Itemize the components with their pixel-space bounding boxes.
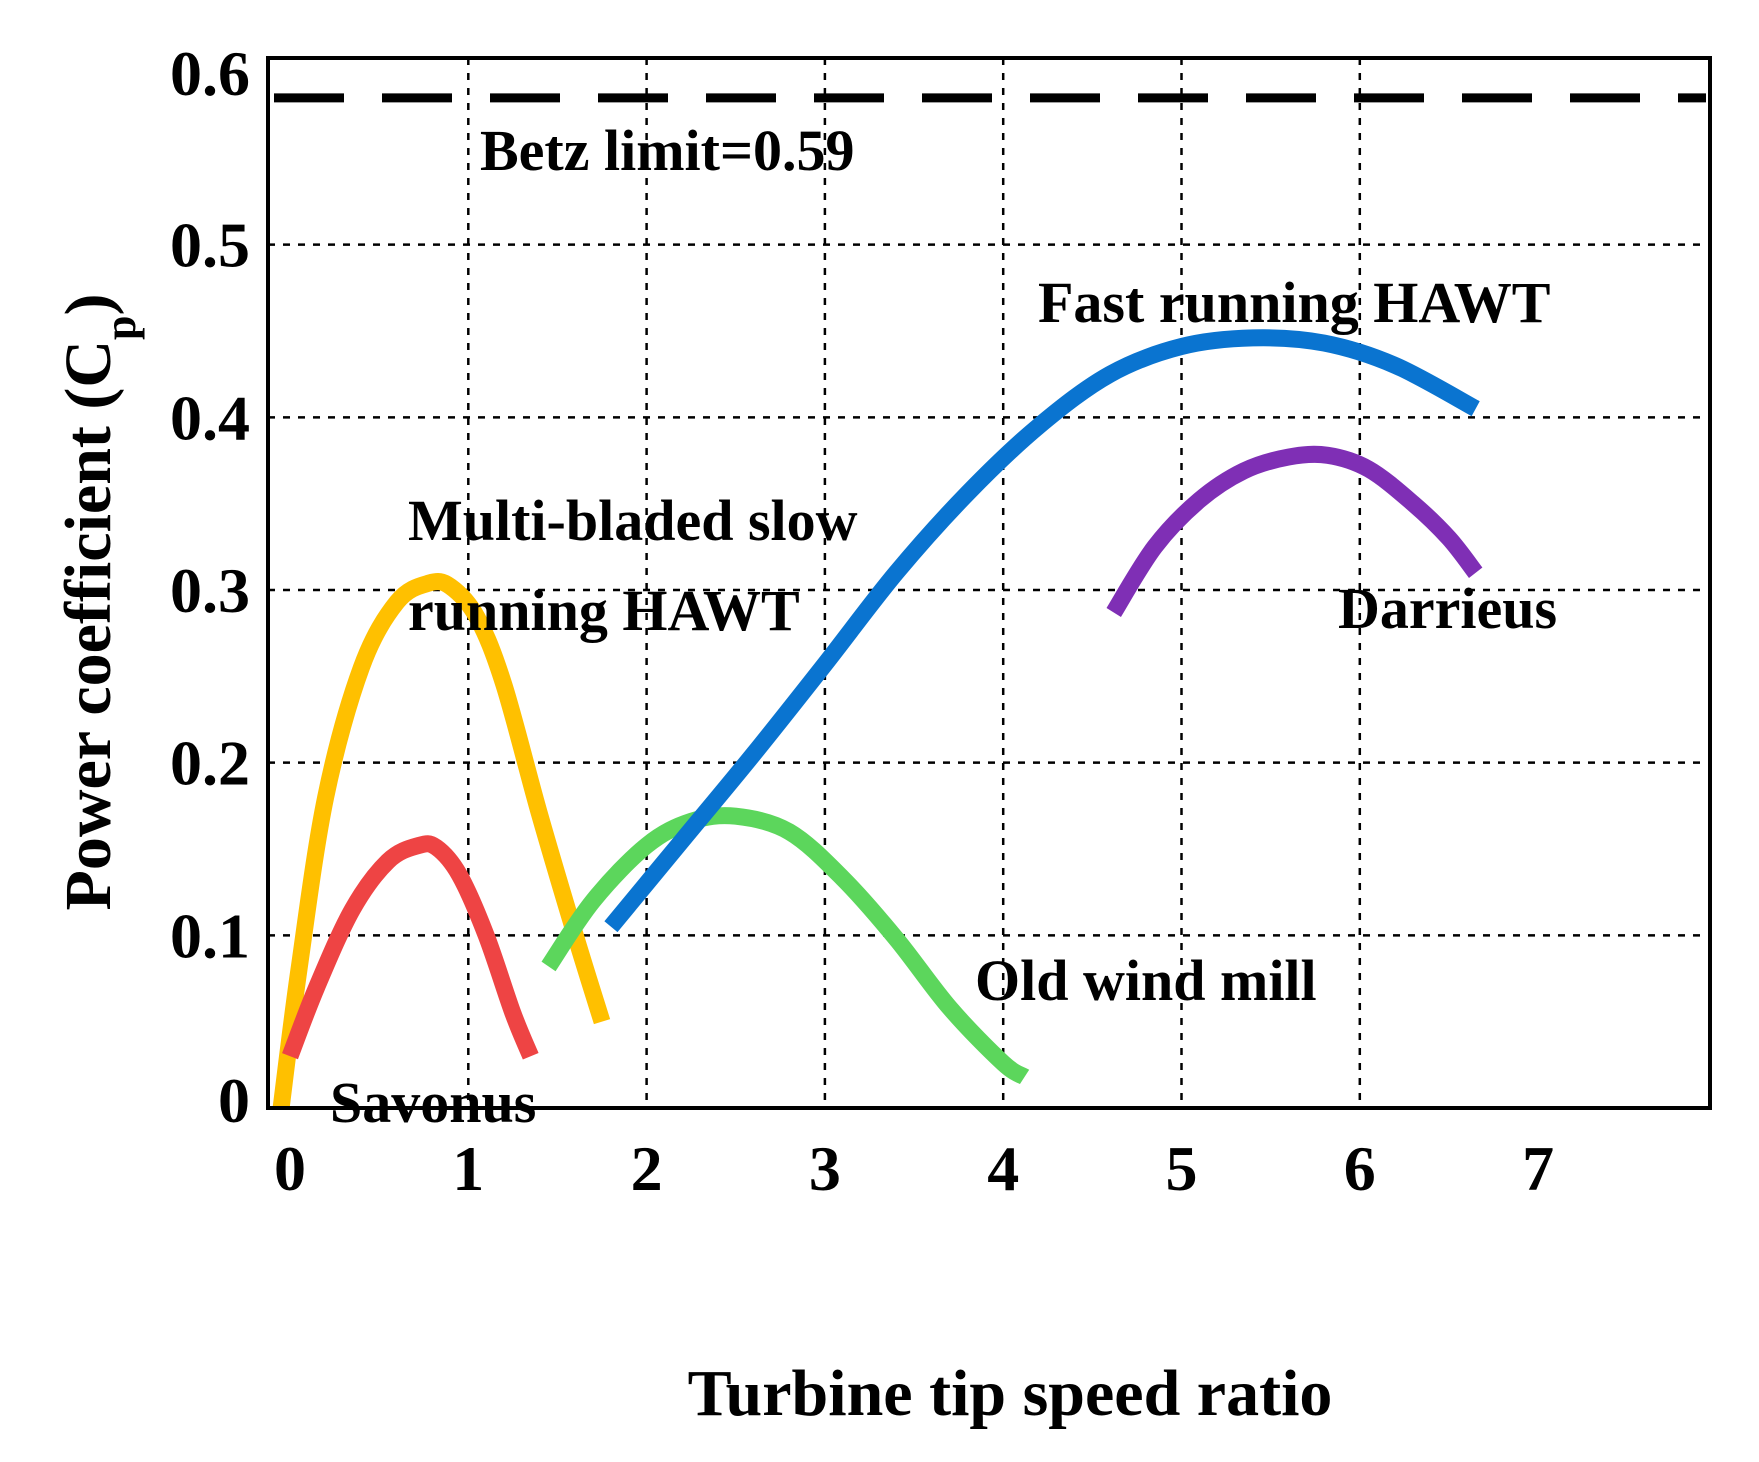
series-label-multi-bladed-slow-running-hawt: running HAWT [408, 578, 800, 643]
series-label-old-wind-mill: Old wind mill [975, 948, 1317, 1013]
y-tick-label: 0.6 [170, 38, 250, 109]
series-lines [272, 329, 1483, 1110]
series-label-savonus: Savonus [330, 1070, 536, 1135]
y-axis-label-close: ) [52, 294, 125, 316]
x-tick-label: 5 [1166, 1133, 1198, 1204]
x-tick-label: 6 [1344, 1133, 1376, 1204]
series-labels: Multi-bladed slow running HAWT Savonus Old … [330, 270, 1557, 1135]
plot-frame [266, 56, 1712, 1110]
betz-limit-label: Betz limit=0.59 [480, 118, 855, 183]
x-tick-label: 3 [809, 1133, 841, 1204]
y-tick-label: 0.2 [170, 728, 250, 799]
series-line-fast-running-hawt [604, 329, 1480, 933]
y-axis-label: Power coefficient (Cp) [52, 294, 145, 911]
x-tick-label: 4 [987, 1133, 1019, 1204]
series-label-multi-bladed-slow-running-hawt: Multi-bladed slow [408, 488, 858, 553]
y-tick-label: 0 [218, 1065, 250, 1136]
x-tick-label: 1 [452, 1133, 484, 1204]
y-tick-label: 0.1 [170, 900, 250, 971]
x-tick-label: 7 [1522, 1133, 1554, 1204]
series-line-old-wind-mill [541, 807, 1030, 1085]
x-tick-label: 0 [274, 1133, 306, 1204]
series-line-savonus [282, 835, 539, 1060]
y-axis-label-main: Power coefficient (C [52, 340, 125, 911]
x-tick-label: 2 [631, 1133, 663, 1204]
series-label-fast-running-hawt: Fast running HAWT [1038, 270, 1550, 335]
series-label-darrieus: Darrieus [1338, 576, 1557, 641]
grid-lines [268, 58, 1710, 1108]
series-line-darrieus [1106, 445, 1483, 617]
y-tick-labels: 0 0.1 0.2 0.3 0.4 0.5 0.6 [170, 38, 250, 1136]
y-tick-label: 0.3 [170, 555, 250, 626]
x-axis-label: Turbine tip speed ratio [688, 1357, 1333, 1430]
x-tick-labels: 0 1 2 3 4 5 6 7 [274, 1133, 1554, 1204]
y-axis-label-subscript: p [96, 315, 145, 339]
series-line-multi-bladed-slow-running-hawt [272, 573, 611, 1110]
betz-limit-group: Betz limit=0.59 [274, 93, 1706, 183]
y-tick-label: 0.5 [170, 210, 250, 281]
y-tick-label: 0.4 [170, 382, 250, 453]
